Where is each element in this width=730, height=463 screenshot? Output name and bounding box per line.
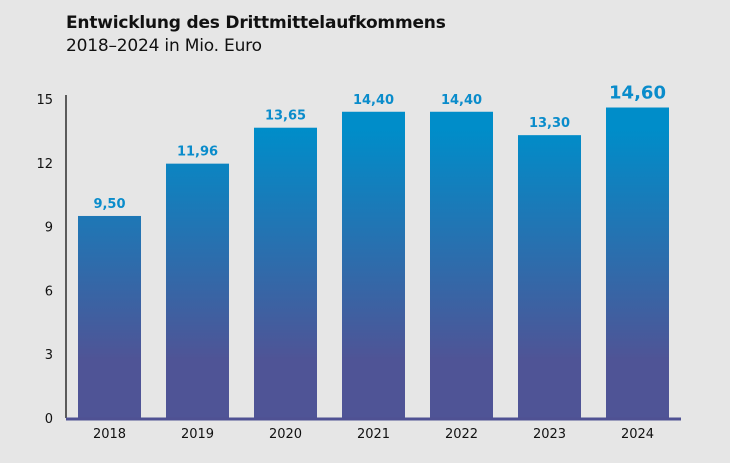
data-label-2023: 13,30	[529, 116, 570, 131]
x-tick-label: 2022	[445, 427, 478, 442]
bar-2020	[254, 127, 317, 419]
y-tick-label: 15	[36, 93, 53, 108]
x-tick-label: 2023	[533, 427, 566, 442]
x-tick-label: 2019	[181, 427, 214, 442]
data-label-2018: 9,50	[93, 197, 125, 212]
x-tick-label: 2024	[621, 427, 654, 442]
bar-2024	[606, 107, 669, 419]
y-tick-label: 6	[45, 284, 53, 299]
bar-2019	[166, 163, 229, 418]
bar-2022	[430, 111, 493, 418]
x-tick-label: 2021	[357, 427, 390, 442]
y-tick-label: 9	[45, 221, 53, 236]
x-tick-label: 2020	[269, 427, 302, 442]
y-tick-label: 12	[36, 157, 53, 172]
data-label-2020: 13,65	[265, 109, 306, 124]
bar-2021	[342, 111, 405, 418]
chart-subtitle: 2018–2024 in Mio. Euro	[66, 36, 262, 56]
y-tick-label: 3	[45, 348, 53, 363]
x-tick-label: 2018	[93, 427, 126, 442]
data-label-2021: 14,40	[353, 93, 394, 108]
data-label-2019: 11,96	[177, 145, 218, 160]
chart-title: Entwicklung des Drittmittelaufkommens	[66, 13, 446, 33]
data-label-2022: 14,40	[441, 93, 482, 108]
data-label-2024: 14,60	[609, 83, 666, 104]
y-tick-label: 0	[45, 412, 53, 427]
bar-2018	[78, 215, 141, 418]
bar-2023	[518, 135, 581, 419]
